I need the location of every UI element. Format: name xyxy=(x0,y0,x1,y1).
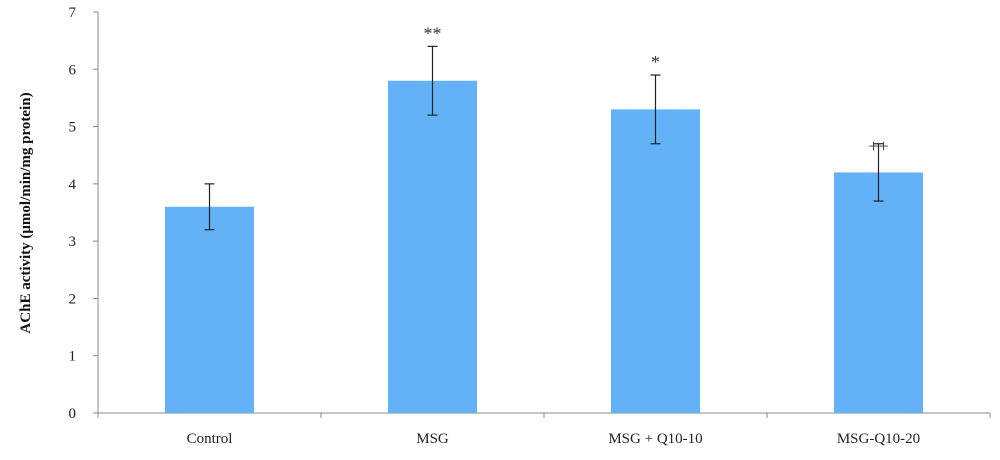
x-tick-label: MSG + Q10-10 xyxy=(608,431,702,447)
bar xyxy=(165,206,254,413)
y-tick-label: 1 xyxy=(69,349,77,365)
x-tick-label: MSG xyxy=(416,431,449,447)
y-tick-label: 4 xyxy=(69,177,77,193)
bar xyxy=(611,109,700,413)
bars xyxy=(165,45,923,413)
y-tick-label: 6 xyxy=(69,62,77,78)
y-tick-label: 3 xyxy=(69,234,77,250)
x-tick-label: Control xyxy=(187,431,233,447)
bar xyxy=(388,80,477,413)
significance-label: ** xyxy=(424,23,442,43)
y-tick-label: 7 xyxy=(69,5,77,21)
bar xyxy=(834,172,923,413)
x-tick-label: MSG-Q10-20 xyxy=(837,431,920,447)
y-tick-label: 2 xyxy=(69,291,77,307)
significance-label: * xyxy=(651,52,660,72)
y-axis-label: AChE activity (μmol/min/mg protein) xyxy=(18,92,34,333)
labels: 0 1 2 3 4 5 6 7 Control MSG ** MSG + Q10-10 * MSG-Q10… xyxy=(69,5,921,447)
significance-label: ++ xyxy=(868,136,888,156)
y-tick-label: 5 xyxy=(69,120,77,136)
y-tick-label: 0 xyxy=(69,406,77,422)
